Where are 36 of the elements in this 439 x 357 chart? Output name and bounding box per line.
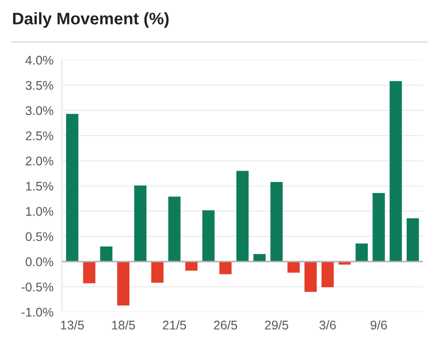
- chart-title: Daily Movement (%): [13, 12, 169, 28]
- x-tick-label: 18/5: [112, 320, 135, 330]
- y-tick-label: 3.5%: [26, 81, 54, 90]
- x-tick-label: 26/5: [214, 320, 238, 330]
- y-tick-label: -1.0%: [22, 308, 54, 317]
- y-tick-label: 3.0%: [26, 106, 54, 116]
- y-tick-label: 1.0%: [26, 207, 54, 216]
- bar: [304, 262, 317, 292]
- x-tick-label: 13/5: [61, 320, 84, 330]
- y-tick-label: 2.0%: [26, 156, 54, 166]
- bar: [372, 193, 385, 262]
- y-tick-label: 2.5%: [26, 131, 54, 140]
- bar: [322, 262, 334, 288]
- bar: [100, 246, 112, 262]
- bar: [202, 210, 215, 262]
- bar: [151, 262, 164, 283]
- bar: [356, 243, 368, 262]
- y-tick-label: 1.5%: [26, 182, 54, 191]
- y-tick-label: 4.0%: [25, 56, 54, 65]
- bar: [168, 196, 181, 262]
- x-tick-label: 3/6: [319, 320, 336, 330]
- bar: [390, 81, 402, 262]
- x-tick-label: 29/5: [265, 320, 288, 330]
- y-tick-label: 0.5%: [26, 232, 54, 242]
- bar: [236, 170, 249, 262]
- x-tick-label: 21/5: [162, 320, 186, 330]
- x-tick-label: 9/6: [370, 320, 387, 330]
- y-tick-label: -0.5%: [22, 282, 54, 292]
- y-tick-label: 0.0%: [26, 257, 54, 266]
- bar: [270, 182, 283, 262]
- bar: [253, 254, 266, 262]
- bar: [66, 114, 78, 262]
- bar: [134, 185, 146, 262]
- bar: [83, 262, 96, 284]
- bar: [406, 218, 419, 262]
- bar: [117, 262, 130, 306]
